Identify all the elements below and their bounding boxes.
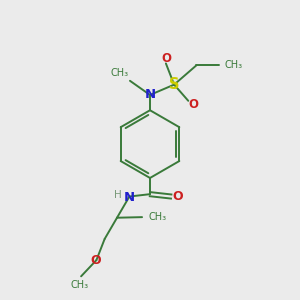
Text: CH₃: CH₃	[148, 212, 167, 222]
Text: O: O	[172, 190, 183, 203]
Text: CH₃: CH₃	[110, 68, 128, 78]
Text: O: O	[91, 254, 101, 267]
Text: O: O	[161, 52, 171, 64]
Text: CH₃: CH₃	[70, 280, 89, 290]
Text: H: H	[114, 190, 122, 200]
Text: O: O	[189, 98, 199, 111]
Text: N: N	[124, 191, 135, 204]
Text: CH₃: CH₃	[224, 61, 243, 70]
Text: N: N	[144, 88, 156, 101]
Text: S: S	[169, 77, 179, 92]
